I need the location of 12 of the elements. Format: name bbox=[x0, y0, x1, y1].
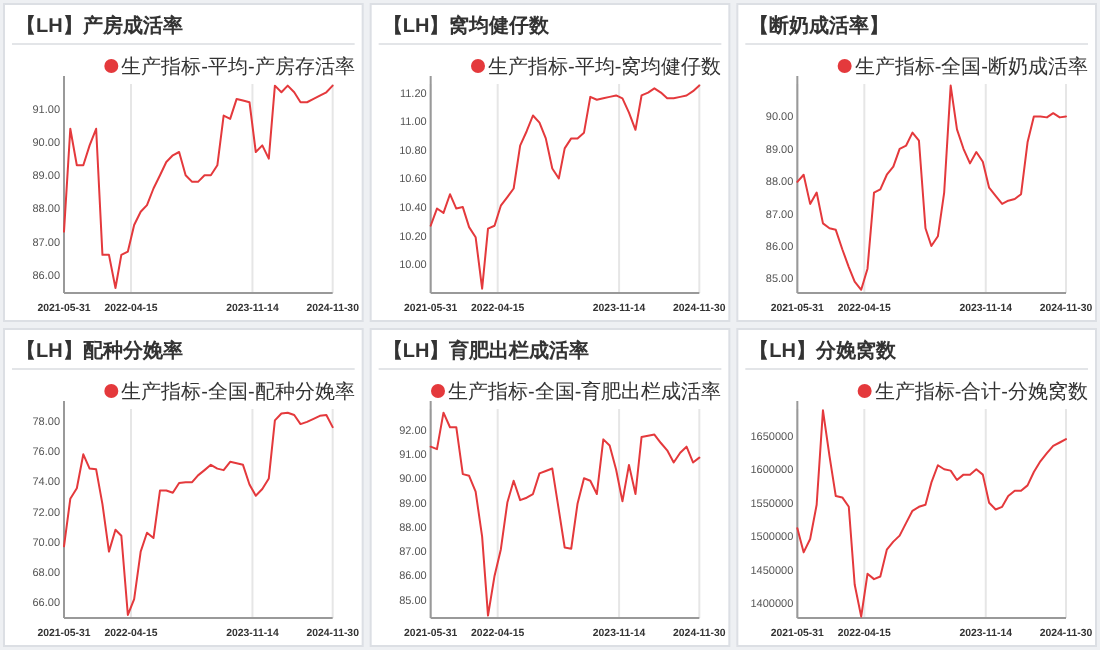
legend-label: 生产指标-合计-分娩窝数 bbox=[874, 380, 1088, 404]
chart-title: 【LH】窝均健仔数 bbox=[382, 14, 552, 38]
chart-title: 【LH】产房成活率 bbox=[16, 14, 183, 38]
legend-label: 生产指标-全国-配种分娩率 bbox=[121, 380, 355, 404]
legend-label: 生产指标-平均-产房存活率 bbox=[121, 55, 355, 79]
chart-title: 【LH】配种分娩率 bbox=[16, 339, 183, 363]
legend-label: 生产指标-全国-育肥出栏成活率 bbox=[447, 380, 722, 404]
chart-title: 【LH】育肥出栏成活率 bbox=[382, 339, 590, 363]
chart-title: 【断奶成活率】 bbox=[749, 14, 890, 38]
chart-title: 【LH】分娩窝数 bbox=[749, 339, 898, 363]
legend-label: 生产指标-全国-断奶成活率 bbox=[854, 55, 1088, 79]
legend-label: 生产指标-平均-窝均健仔数 bbox=[487, 55, 722, 79]
